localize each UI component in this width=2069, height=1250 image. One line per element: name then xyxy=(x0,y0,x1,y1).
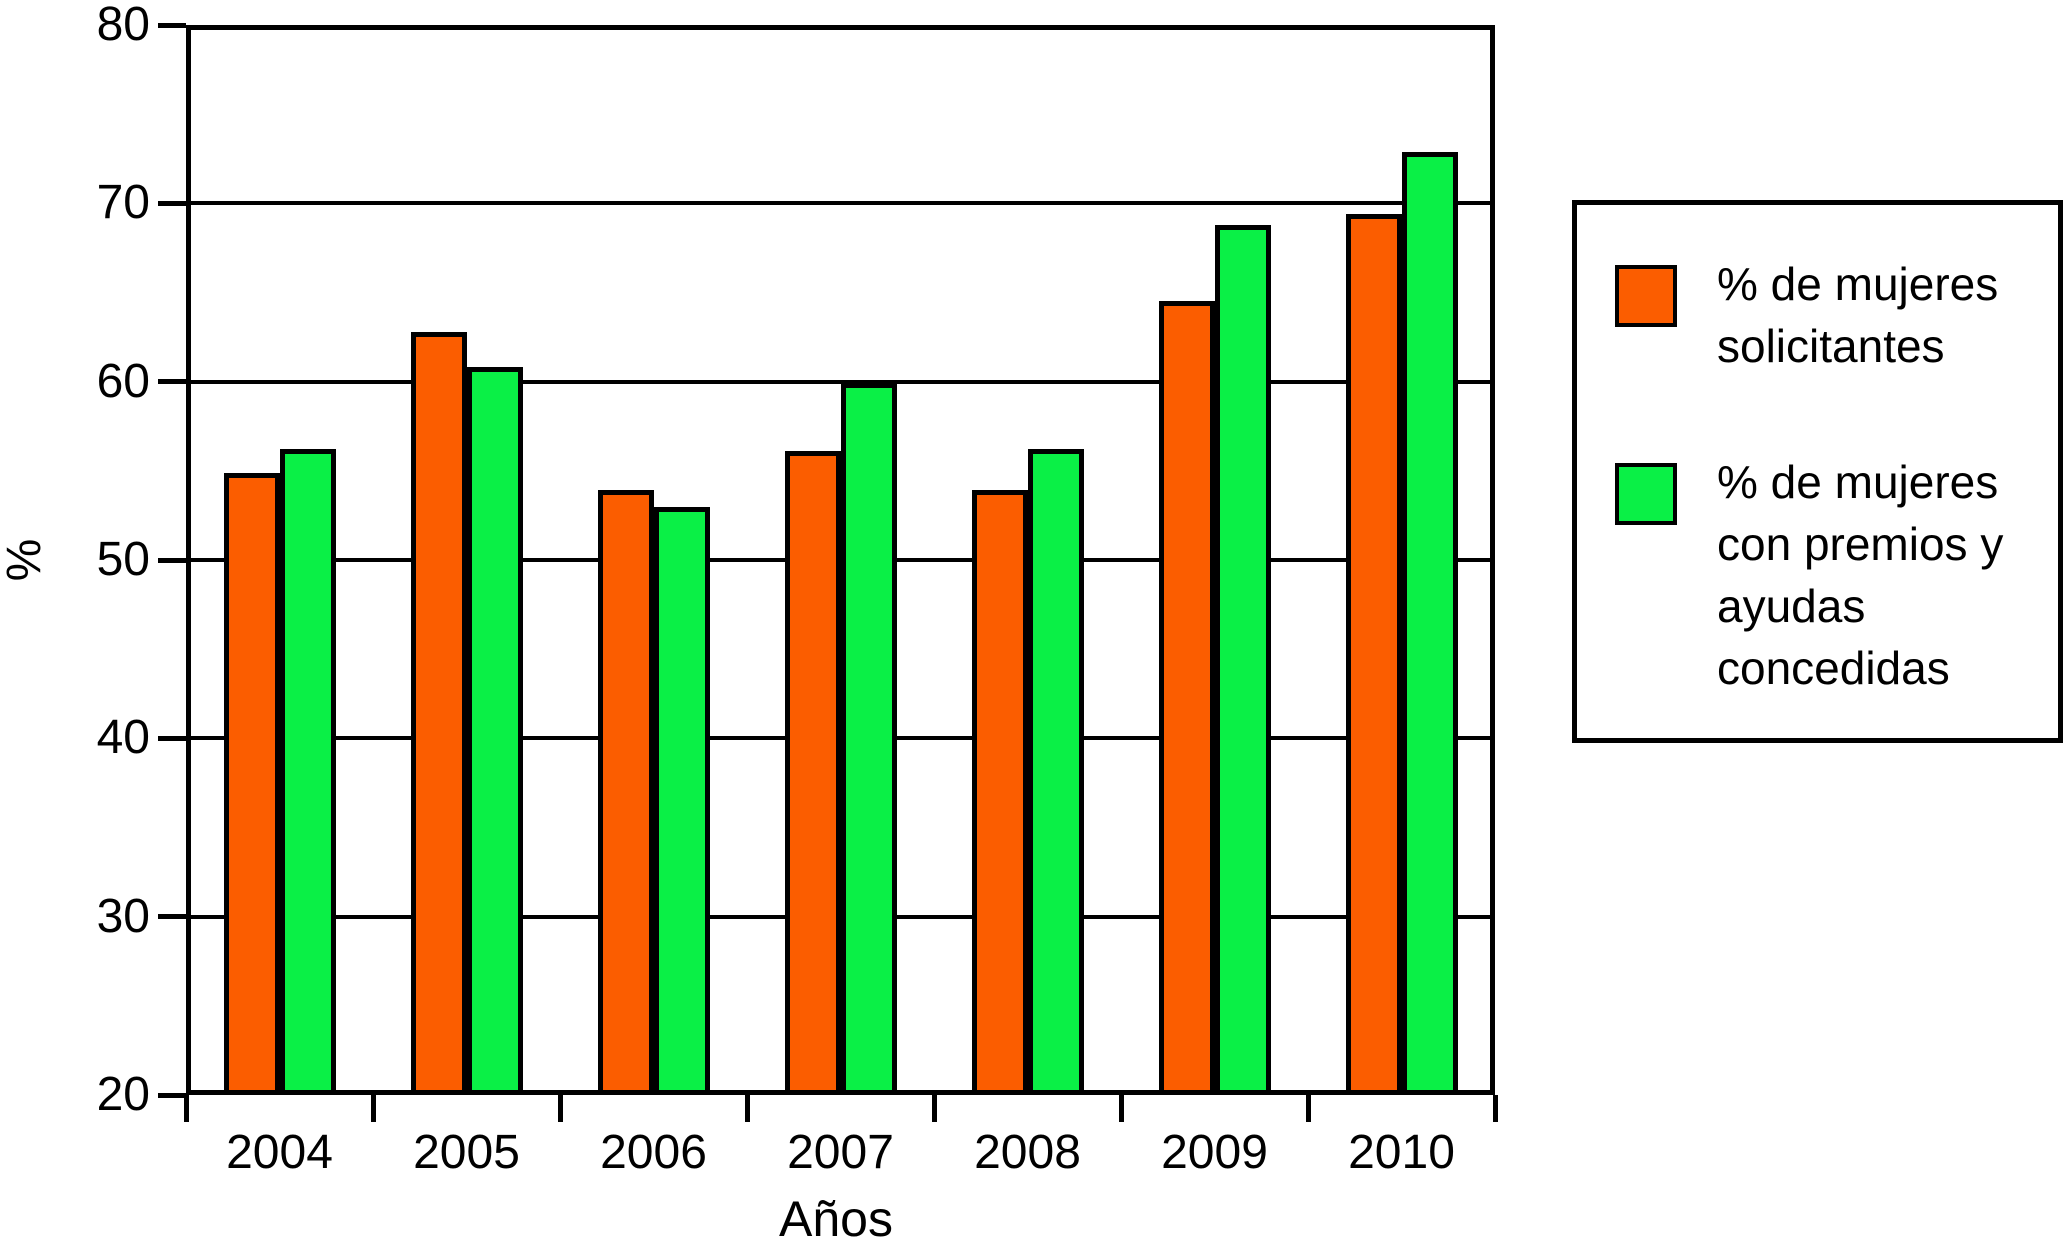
bar-2009-concedidas xyxy=(1214,224,1271,1095)
y-tick-label-30: 30 xyxy=(96,889,150,943)
y-tick-70 xyxy=(158,200,186,206)
gridline-60 xyxy=(186,379,1495,384)
x-tick-6 xyxy=(1305,1095,1311,1122)
legend-swatch-solicitantes xyxy=(1615,265,1677,327)
legend-item-solicitantes: % de mujeres solicitantes xyxy=(1615,258,1998,377)
y-tick-label-80: 80 xyxy=(96,0,150,51)
legend-label-concedidas: % de mujeres con premios y ayudas conced… xyxy=(1717,456,2004,694)
x-tick-label-2006: 2006 xyxy=(600,1126,707,1179)
bar-2006-solicitantes xyxy=(597,490,654,1095)
legend-swatch-concedidas xyxy=(1615,463,1677,525)
legend-label-solicitantes: % de mujeres solicitantes xyxy=(1717,258,1999,372)
y-tick-label-60: 60 xyxy=(96,354,150,408)
x-tick-0 xyxy=(183,1095,189,1122)
x-tick-3 xyxy=(744,1095,750,1122)
legend: % de mujeres solicitantes % de mujeres c… xyxy=(1572,200,2063,743)
bar-2007-concedidas xyxy=(840,383,897,1095)
y-tick-50 xyxy=(158,557,186,563)
y-tick-label-50: 50 xyxy=(96,533,150,586)
bar-2008-solicitantes xyxy=(971,490,1028,1095)
y-tick-80 xyxy=(158,22,186,28)
x-axis-title: Años xyxy=(779,1191,893,1247)
bar-2005-solicitantes xyxy=(410,331,467,1095)
x-tick-2 xyxy=(557,1095,563,1122)
bar-2010-concedidas xyxy=(1401,151,1458,1095)
gridline-70 xyxy=(186,201,1495,206)
x-tick-label-2008: 2008 xyxy=(974,1126,1081,1179)
y-tick-40 xyxy=(158,735,186,741)
x-tick-1 xyxy=(370,1095,376,1122)
bar-2004-concedidas xyxy=(279,449,336,1095)
x-tick-label-2010: 2010 xyxy=(1348,1126,1455,1179)
bar-2006-concedidas xyxy=(653,506,710,1095)
x-tick-7 xyxy=(1492,1095,1498,1122)
x-tick-label-2009: 2009 xyxy=(1161,1126,1268,1179)
y-tick-label-20: 20 xyxy=(96,1068,150,1121)
x-tick-label-2004: 2004 xyxy=(226,1126,333,1179)
y-tick-30 xyxy=(158,914,186,920)
y-tick-label-40: 40 xyxy=(96,711,150,765)
x-tick-label-2005: 2005 xyxy=(413,1126,520,1179)
y-tick-label-70: 70 xyxy=(96,176,150,230)
y-tick-20 xyxy=(158,1092,186,1098)
legend-item-concedidas: % de mujeres con premios y ayudas conced… xyxy=(1615,456,2003,699)
plot-area xyxy=(186,25,1495,1095)
bar-2007-solicitantes xyxy=(784,451,841,1095)
x-tick-5 xyxy=(1118,1095,1124,1122)
x-tick-4 xyxy=(931,1095,937,1122)
bar-2008-concedidas xyxy=(1027,449,1084,1095)
bar-2005-concedidas xyxy=(466,367,523,1095)
bar-2009-solicitantes xyxy=(1158,301,1215,1095)
bar-2010-solicitantes xyxy=(1345,214,1402,1095)
bar-2004-solicitantes xyxy=(223,472,280,1095)
x-tick-label-2007: 2007 xyxy=(787,1126,894,1179)
y-tick-60 xyxy=(158,379,186,385)
